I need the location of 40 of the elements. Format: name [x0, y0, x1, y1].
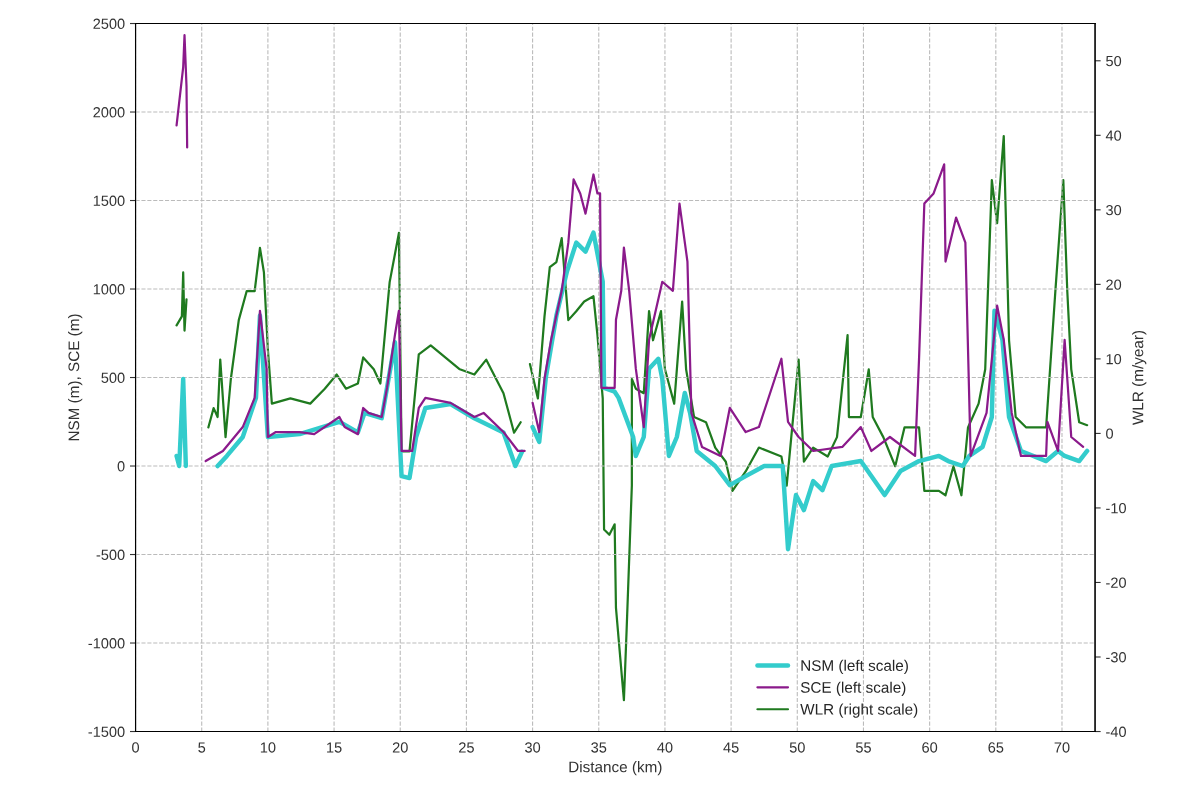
y-tick-label: -500 [96, 549, 125, 560]
x-tick-label: 5 [198, 742, 206, 753]
y2-tick-label: 50 [1106, 55, 1122, 67]
y-tick-label: 0 [117, 461, 125, 472]
x-tick-label: 0 [132, 742, 140, 753]
x-tick-label: 50 [789, 742, 805, 753]
x-tick-label: 70 [1054, 742, 1070, 753]
y-axis-title: NSM (m), SCE (m) [68, 314, 83, 441]
y2-tick-label: 20 [1106, 279, 1122, 290]
y-tick-label: -1500 [88, 726, 125, 737]
y2-tick-label: -20 [1106, 577, 1126, 588]
y2-tick-label: 40 [1105, 130, 1122, 141]
x-tick-label: 10 [260, 742, 276, 753]
y2-tick-label: 10 [1106, 353, 1122, 365]
y2-tick-label: 0 [1106, 428, 1114, 439]
y2-tick-label: -40 [1106, 726, 1126, 737]
legend-label: NSM (left scale) [801, 659, 908, 674]
x-tick-label: 45 [723, 742, 739, 753]
y-tick-label: -1000 [88, 638, 125, 649]
y2-axis-title: WLR (m/year) [1132, 330, 1147, 425]
x-tick-label: 20 [392, 742, 408, 753]
x-axis-title: Distance (km) [569, 761, 662, 776]
y-tick-label: 1500 [93, 195, 125, 206]
x-tick-label: 15 [327, 742, 342, 753]
y-tick-label: 500 [101, 372, 125, 383]
y2-tick-label: 30 [1106, 204, 1122, 216]
x-tick-label: 25 [459, 742, 474, 753]
x-tick-label: 35 [591, 742, 607, 753]
x-tick-label: 60 [922, 742, 938, 753]
legend-label: WLR (right scale) [800, 703, 918, 718]
x-tick-label: 30 [525, 742, 541, 753]
x-tick-label: 65 [988, 742, 1004, 753]
y-tick-label: 1000 [93, 284, 125, 295]
y-tick-label: 2500 [93, 18, 125, 29]
y2-tick-label: -10 [1106, 503, 1126, 514]
x-tick-label: 55 [855, 742, 871, 753]
legend-label: SCE (left scale) [800, 681, 906, 696]
y2-tick-label: -30 [1106, 652, 1126, 663]
x-tick-label: 40 [657, 742, 673, 753]
y-tick-label: 2000 [93, 107, 125, 118]
